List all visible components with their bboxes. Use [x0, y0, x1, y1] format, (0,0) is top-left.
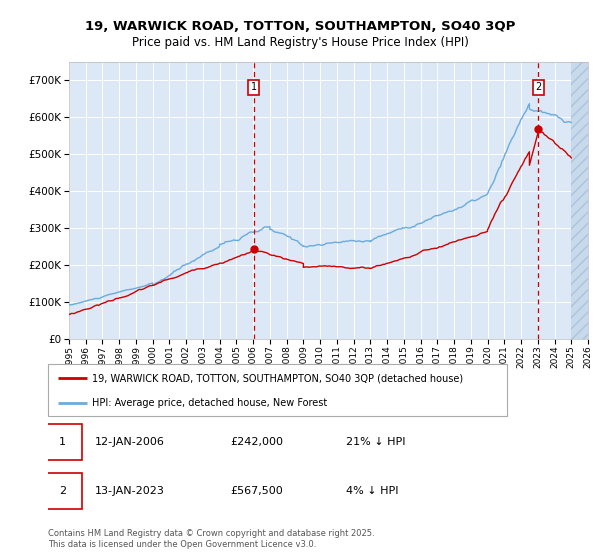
Bar: [571, 62, 596, 339]
Text: 12-JAN-2006: 12-JAN-2006: [95, 437, 165, 447]
Text: 1: 1: [251, 82, 257, 92]
Text: 4% ↓ HPI: 4% ↓ HPI: [346, 486, 398, 496]
FancyBboxPatch shape: [43, 424, 82, 460]
Text: 13-JAN-2023: 13-JAN-2023: [95, 486, 165, 496]
FancyBboxPatch shape: [43, 473, 82, 509]
Text: 19, WARWICK ROAD, TOTTON, SOUTHAMPTON, SO40 3QP: 19, WARWICK ROAD, TOTTON, SOUTHAMPTON, S…: [85, 20, 515, 32]
FancyBboxPatch shape: [48, 364, 508, 416]
Text: 2: 2: [535, 82, 542, 92]
Text: £242,000: £242,000: [230, 437, 284, 447]
Text: Price paid vs. HM Land Registry's House Price Index (HPI): Price paid vs. HM Land Registry's House …: [131, 36, 469, 49]
Text: 21% ↓ HPI: 21% ↓ HPI: [346, 437, 405, 447]
Text: £567,500: £567,500: [230, 486, 283, 496]
Text: HPI: Average price, detached house, New Forest: HPI: Average price, detached house, New …: [92, 398, 328, 408]
Text: 2: 2: [59, 486, 66, 496]
Text: 19, WARWICK ROAD, TOTTON, SOUTHAMPTON, SO40 3QP (detached house): 19, WARWICK ROAD, TOTTON, SOUTHAMPTON, S…: [92, 374, 463, 384]
Text: Contains HM Land Registry data © Crown copyright and database right 2025.
This d: Contains HM Land Registry data © Crown c…: [48, 529, 374, 549]
Text: 1: 1: [59, 437, 66, 447]
